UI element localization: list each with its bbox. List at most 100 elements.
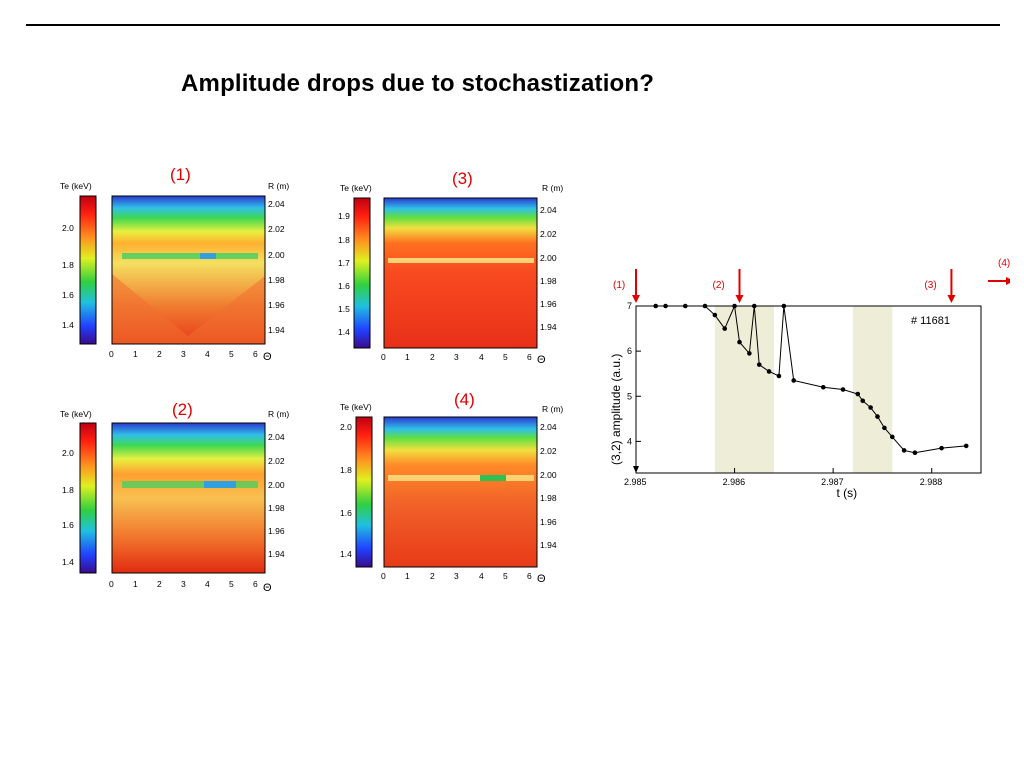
theta-tick: 5 bbox=[503, 571, 508, 581]
te-axis-label: Te (keV) bbox=[60, 181, 92, 191]
colorbar bbox=[79, 195, 97, 345]
data-point bbox=[882, 425, 887, 431]
te-axis-label: Te (keV) bbox=[340, 183, 372, 193]
r-axis-label: R (m) bbox=[268, 409, 289, 419]
r-tick: 1.96 bbox=[540, 299, 557, 309]
x-tick-label: 2.985 bbox=[624, 477, 647, 487]
theta-tick: 4 bbox=[479, 571, 484, 581]
r-tick: 2.02 bbox=[540, 446, 557, 456]
time-marker-label: (4) bbox=[998, 258, 1010, 269]
theta-tick: 6 bbox=[527, 571, 532, 581]
theta-tick: 0 bbox=[381, 571, 386, 581]
contour-plot-1: Te (keV) 2.0 1.8 1.6 1.4 (1) R (m) 2.04 … bbox=[60, 165, 289, 363]
theta-tick: 4 bbox=[479, 352, 484, 362]
panel-label: (4) bbox=[454, 390, 475, 409]
theta-tick: 0 bbox=[109, 579, 114, 589]
theta-tick: 1 bbox=[405, 571, 410, 581]
colorbar-tick: 2.0 bbox=[62, 448, 74, 458]
theta-tick: 0 bbox=[109, 349, 114, 359]
contour-panel-3: Te (keV) 1.9 1.8 1.7 1.6 1.5 1.4 (3) R (… bbox=[338, 164, 568, 394]
time-marker-arrowhead bbox=[632, 295, 640, 303]
x-tick-label: 2.988 bbox=[920, 477, 943, 487]
r-axis-label: R (m) bbox=[542, 404, 563, 414]
r-tick: 1.98 bbox=[268, 503, 285, 513]
r-tick: 1.98 bbox=[268, 275, 285, 285]
r-axis-label: R (m) bbox=[268, 181, 289, 191]
data-point bbox=[732, 303, 737, 309]
theta-tick: 3 bbox=[454, 352, 459, 362]
contour-spot bbox=[204, 481, 236, 488]
r-tick: 1.98 bbox=[540, 493, 557, 503]
data-point bbox=[682, 303, 688, 309]
r-tick: 2.00 bbox=[540, 253, 557, 263]
contour-field bbox=[384, 198, 537, 348]
colorbar bbox=[355, 416, 373, 568]
plot-frame bbox=[111, 195, 266, 345]
theta-tick: 5 bbox=[503, 352, 508, 362]
plot-frame bbox=[635, 305, 982, 474]
r-tick: 1.94 bbox=[540, 540, 557, 550]
te-axis-label: Te (keV) bbox=[340, 402, 372, 412]
r-tick: 2.00 bbox=[268, 480, 285, 490]
theta-tick: 6 bbox=[527, 352, 532, 362]
time-marker-arrowhead bbox=[1006, 277, 1014, 285]
contour-band bbox=[122, 253, 258, 259]
r-tick: 2.02 bbox=[540, 229, 557, 239]
amplitude-chart-svg: 2.985 2.986 2.987 2.988 4 5 6 7 t (s) (3,2) ampli… bbox=[609, 258, 1014, 500]
r-tick: 2.00 bbox=[268, 250, 285, 260]
data-point bbox=[868, 405, 873, 410]
colorbar-tick: 1.6 bbox=[62, 290, 74, 300]
contour-field bbox=[112, 423, 265, 573]
theta-tick: 5 bbox=[229, 579, 234, 589]
r-tick: 1.96 bbox=[268, 300, 285, 310]
data-point bbox=[939, 445, 944, 451]
colorbar-tick: 1.8 bbox=[62, 485, 74, 495]
data-point bbox=[776, 373, 782, 379]
r-tick: 2.04 bbox=[268, 432, 285, 442]
colorbar bbox=[353, 197, 371, 349]
colorbar-tick: 1.8 bbox=[62, 260, 74, 270]
data-point bbox=[860, 398, 866, 404]
time-marker-arrowhead bbox=[947, 295, 956, 303]
te-axis-label: Te (keV) bbox=[60, 409, 92, 419]
data-point bbox=[963, 443, 969, 449]
plot-frame bbox=[383, 416, 538, 568]
time-marker-arrowhead bbox=[735, 295, 744, 303]
contour-region bbox=[112, 274, 265, 344]
contour-panel-4: Te (keV) 2.0 1.8 1.6 1.4 (4) R (m) 2.04 … bbox=[338, 385, 568, 615]
data-point bbox=[747, 351, 752, 356]
theta-symbol: Θ bbox=[263, 351, 272, 363]
theta-tick: 1 bbox=[133, 349, 138, 359]
colorbar-tick: 1.8 bbox=[340, 465, 352, 475]
theta-tick: 4 bbox=[205, 579, 210, 589]
r-tick: 2.02 bbox=[268, 224, 285, 234]
data-point bbox=[663, 303, 668, 309]
contour-plot-2: Te (keV) 2.0 1.8 1.6 1.4 (2) R (m) 2.04 … bbox=[60, 400, 289, 594]
colorbar-tick: 1.5 bbox=[338, 304, 350, 314]
theta-tick: 6 bbox=[253, 579, 258, 589]
amplitude-series-line bbox=[655, 304, 967, 454]
data-point bbox=[737, 339, 742, 345]
data-point bbox=[722, 326, 728, 331]
y-tick-label: 6 bbox=[627, 346, 632, 356]
data-point bbox=[912, 450, 918, 455]
data-point bbox=[820, 384, 826, 390]
r-tick: 2.04 bbox=[268, 199, 285, 209]
data-point bbox=[751, 303, 757, 309]
r-tick: 1.94 bbox=[540, 322, 557, 332]
theta-tick: 6 bbox=[253, 349, 258, 359]
contour-band bbox=[388, 475, 534, 481]
data-point bbox=[840, 387, 846, 392]
theta-symbol: Θ bbox=[537, 573, 546, 585]
y-tick-label: 4 bbox=[627, 436, 632, 446]
colorbar-tick: 1.4 bbox=[340, 549, 352, 559]
r-tick: 2.02 bbox=[268, 456, 285, 466]
data-point bbox=[781, 303, 787, 309]
r-tick: 1.94 bbox=[268, 549, 285, 559]
panel-label: (2) bbox=[172, 400, 193, 419]
theta-symbol: Θ bbox=[537, 354, 546, 366]
theta-tick: 3 bbox=[181, 349, 186, 359]
contour-spot bbox=[200, 253, 216, 259]
shot-number: # 11681 bbox=[911, 315, 950, 327]
panel-label: (1) bbox=[170, 165, 191, 184]
